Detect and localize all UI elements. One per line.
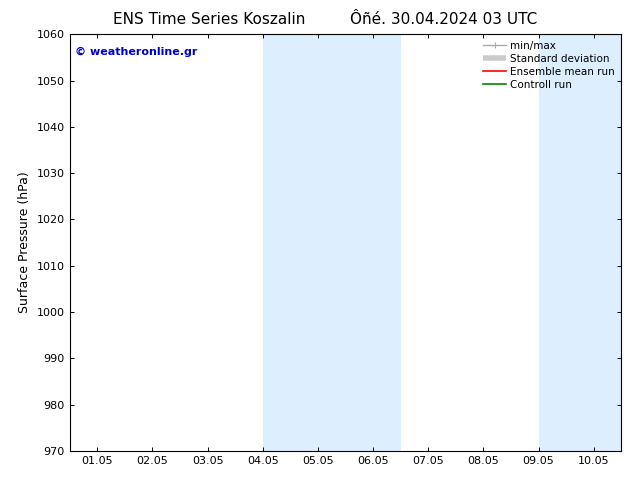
Text: © weatheronline.gr: © weatheronline.gr <box>75 47 198 57</box>
Text: ENS Time Series Koszalin: ENS Time Series Koszalin <box>113 12 306 27</box>
Legend: min/max, Standard deviation, Ensemble mean run, Controll run: min/max, Standard deviation, Ensemble me… <box>479 36 619 94</box>
Bar <box>262 34 401 451</box>
Bar <box>538 34 621 451</box>
Text: Ôñé. 30.04.2024 03 UTC: Ôñé. 30.04.2024 03 UTC <box>350 12 538 27</box>
Y-axis label: Surface Pressure (hPa): Surface Pressure (hPa) <box>18 172 31 314</box>
